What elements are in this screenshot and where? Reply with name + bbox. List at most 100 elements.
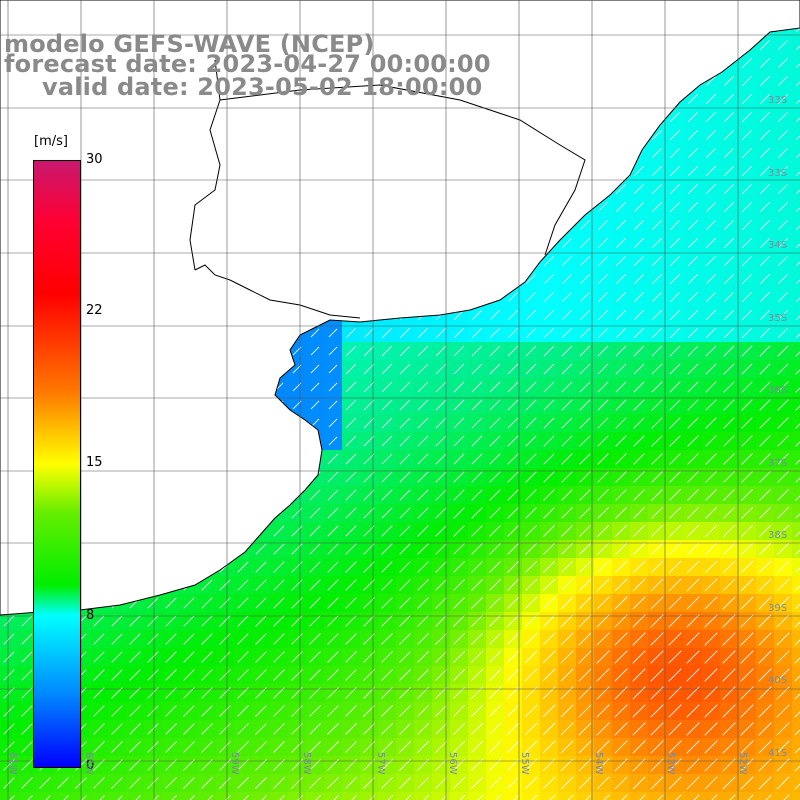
wind-arrow [614,614,628,628]
wind-arrow [776,596,790,610]
wind-cell [792,612,800,630]
wind-arrow [777,309,789,321]
wind-arrow [435,435,447,447]
wind-arrow [219,705,231,717]
wind-arrow [561,345,573,357]
wind-cell [792,306,800,324]
wind-arrow [759,111,771,123]
wind-arrow [489,363,501,375]
wind-arrow [704,722,718,736]
wind-arrow [237,561,249,573]
wind-arrow [686,668,700,682]
wind-arrow [488,632,502,646]
wind-arrow [201,579,213,591]
wind-arrow [489,561,501,573]
wind-arrow [542,614,556,628]
wind-arrow [542,704,556,718]
wind-arrow [207,795,213,800]
wind-arrow [795,477,800,483]
wind-arrow [741,435,753,447]
wind-arrow [668,560,682,574]
wind-arrow [147,723,159,735]
wind-arrow [345,489,357,501]
wind-arrow [759,471,771,483]
wind-arrow [99,795,105,800]
wind-arrow [309,489,321,501]
wind-arrow [201,723,213,735]
wind-arrow [237,759,249,771]
wind-arrow [759,489,771,501]
wind-arrow [634,220,644,230]
lat-label: 36S [768,385,788,396]
wind-arrow [363,345,375,357]
wind-arrow [525,435,537,447]
wind-arrow [759,39,771,51]
wind-arrow [759,399,771,411]
wind-arrow [165,615,177,627]
wind-arrow [651,345,663,357]
wind-arrow [758,650,772,664]
wind-arrow [243,795,249,800]
wind-arrow [363,489,375,501]
wind-cell [684,792,702,800]
wind-arrow [579,525,591,537]
wind-cell [306,792,324,800]
wind-arrow [686,650,700,664]
wind-arrow [525,489,537,501]
wind-arrow [562,328,572,338]
wind-arrow [580,292,590,302]
wind-arrow [273,579,285,591]
wind-cell [792,684,800,702]
wind-arrow [777,471,789,483]
wind-arrow [670,238,680,248]
wind-arrow [471,399,483,411]
wind-arrow [668,650,682,664]
wind-arrow [741,381,753,393]
wind-arrow [579,399,591,411]
wind-arrow [201,669,213,681]
wind-arrow [310,346,320,356]
wind-arrow [507,471,519,483]
wind-arrow [363,543,375,555]
wind-arrow [560,578,574,592]
wind-arrow [561,489,573,501]
wind-arrow [3,615,15,627]
wind-arrow [704,560,718,574]
wind-arrow [776,776,790,790]
wind-cell [792,216,800,234]
wind-arrow [526,310,536,320]
wind-cell [792,792,800,800]
wind-arrow [704,632,718,646]
wind-arrow [650,596,664,610]
wind-arrow [776,632,790,646]
wind-arrow [668,776,682,790]
wind-arrow [777,345,789,357]
wind-arrow [327,543,339,555]
wind-arrow [794,693,800,700]
wind-arrow [524,596,538,610]
wind-arrow [795,297,800,303]
wind-arrow [651,489,663,501]
wind-arrow [471,489,483,501]
wind-arrow [237,651,249,663]
wind-arrow [273,687,285,699]
wind-arrow [759,93,771,105]
wind-arrow [722,542,736,556]
wind-arrow [435,723,447,735]
wind-arrow [633,363,645,375]
wind-arrow [345,417,357,429]
wind-cell [792,54,800,72]
wind-arrow [562,238,572,248]
wind-arrow [632,776,646,790]
wind-arrow [345,651,357,663]
wind-arrow [614,560,628,574]
wind-arrow [758,740,772,754]
wind-arrow [561,525,573,537]
wind-arrow [309,579,321,591]
wind-cell [414,792,432,800]
wind-arrow [633,507,645,519]
wind-arrow [201,705,213,717]
wind-arrow [758,632,772,646]
wind-arrow [632,650,646,664]
wind-arrow [255,651,267,663]
